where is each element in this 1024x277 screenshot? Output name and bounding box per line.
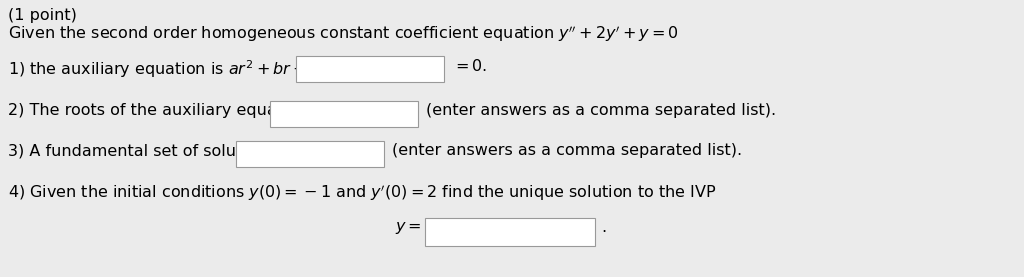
- Text: 3) A fundamental set of solutions is: 3) A fundamental set of solutions is: [8, 143, 293, 158]
- Text: .: .: [601, 220, 606, 235]
- Text: (1 point): (1 point): [8, 8, 77, 23]
- Text: 2) The roots of the auxiliary equation are: 2) The roots of the auxiliary equation a…: [8, 103, 339, 118]
- Text: $\mathit{y} = $: $\mathit{y} = $: [395, 220, 422, 236]
- Text: (enter answers as a comma separated list).: (enter answers as a comma separated list…: [392, 143, 742, 158]
- Text: 4) Given the initial conditions $\mathit{y}(0) = -1$ and $\mathit{y}^{\prime}(0): 4) Given the initial conditions $\mathit…: [8, 183, 717, 203]
- Text: Given the second order homogeneous constant coefficient equation $\mathit{y}^{\p: Given the second order homogeneous const…: [8, 24, 679, 44]
- FancyBboxPatch shape: [296, 56, 444, 82]
- FancyBboxPatch shape: [236, 141, 384, 167]
- FancyBboxPatch shape: [270, 101, 418, 127]
- Text: 1) the auxiliary equation is $\mathit{ar}^2 + \mathit{br} + \mathit{c} = $: 1) the auxiliary equation is $\mathit{ar…: [8, 58, 335, 80]
- Text: $= 0.$: $= 0.$: [452, 58, 487, 74]
- FancyBboxPatch shape: [425, 218, 595, 246]
- Text: (enter answers as a comma separated list).: (enter answers as a comma separated list…: [426, 103, 776, 118]
